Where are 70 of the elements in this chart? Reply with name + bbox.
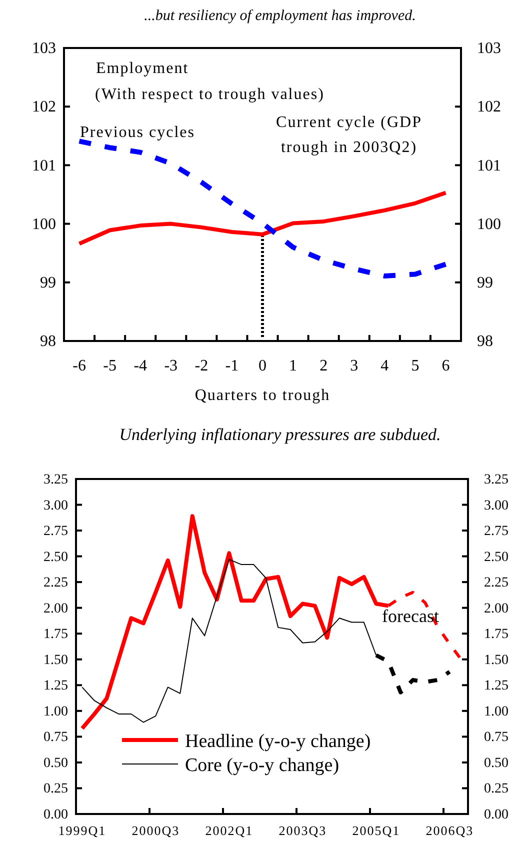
x-tick-label: -1 <box>225 357 239 374</box>
y-tick-label: 98 <box>40 333 56 350</box>
y2-tick-label: 98 <box>477 333 493 350</box>
y2-tick-label: 103 <box>477 40 501 58</box>
y2-tick-label: 3.25 <box>484 472 508 488</box>
x-tick-label: 2002Q1 <box>205 823 254 838</box>
annotation: (With respect to trough values) <box>95 86 324 103</box>
y-tick-label: 0.75 <box>44 730 68 746</box>
y-tick-label: 3.25 <box>44 472 68 488</box>
y2-tick-label: 0.50 <box>484 756 508 771</box>
y2-tick-label: 2.25 <box>484 576 508 591</box>
y-tick-label: 0.00 <box>44 807 68 822</box>
x-tick-label: 5 <box>411 357 420 374</box>
x-tick-label: 6 <box>442 357 450 374</box>
y2-tick-label: 101 <box>477 157 501 174</box>
y2-tick-label: 0.75 <box>484 730 508 746</box>
y-tick-label: 3.00 <box>44 498 68 514</box>
x-tick-label: -2 <box>194 357 208 374</box>
legend-label: Headline (y-o-y change) <box>185 731 371 752</box>
x-tick-label: 1999Q1 <box>58 823 106 838</box>
y2-tick-label: 2.50 <box>484 550 508 565</box>
line-series <box>77 190 448 246</box>
x-tick-label: -3 <box>164 357 178 374</box>
y-tick-label: 2.00 <box>44 601 68 616</box>
x-tick-label: -6 <box>72 357 86 374</box>
x-tick-label: -4 <box>134 357 148 374</box>
annotation: forecast <box>382 606 439 626</box>
y-tick-label: 1.50 <box>44 652 68 668</box>
y2-tick-label: 3.00 <box>484 498 508 514</box>
y2-tick-label: 100 <box>477 216 501 233</box>
y2-tick-label: 102 <box>477 98 501 116</box>
y2-tick-label: 1.00 <box>484 704 508 720</box>
y2-tick-label: 2.75 <box>484 524 508 540</box>
series-label: Previous cycles <box>80 124 195 141</box>
x-tick-label: 2003Q3 <box>278 823 327 838</box>
y-tick-label: 1.00 <box>44 704 68 720</box>
y-tick-label: 1.25 <box>44 678 68 694</box>
x-tick-label: 2006Q3 <box>426 823 474 838</box>
y-tick-label: 99 <box>40 274 56 292</box>
x-tick-label: 0 <box>258 357 266 374</box>
x-tick-label: 2000Q3 <box>132 823 180 838</box>
y2-tick-label: 1.75 <box>484 627 508 642</box>
x-tick-label: 2 <box>320 357 328 374</box>
annotation: Employment <box>96 60 189 77</box>
legend-label: Core (y-o-y change) <box>185 755 340 776</box>
x-tick-label: 3 <box>350 357 358 374</box>
y-tick-label: 2.50 <box>44 550 68 565</box>
text: Current cycle (GDP trough in 2003Q2) <box>276 114 422 156</box>
y-tick-label: 102 <box>32 98 56 116</box>
y2-tick-label: 2.00 <box>484 601 508 616</box>
y-tick-label: 0.25 <box>44 782 68 797</box>
x-tick-label: 4 <box>380 357 389 374</box>
x-tick-label: -5 <box>103 357 116 374</box>
y-tick-label: 2.75 <box>44 524 68 540</box>
y2-tick-label: 1.25 <box>484 678 508 694</box>
x-axis-title: Quarters to trough <box>194 387 330 404</box>
y2-tick-label: 0.25 <box>484 782 508 797</box>
y-tick-label: 0.50 <box>44 756 68 771</box>
chart-title: ...but resiliency of employment has improved. <box>144 8 416 24</box>
y2-tick-label: 0.00 <box>484 807 508 822</box>
y-tick-label: 2.25 <box>44 576 68 591</box>
y-tick-label: 1.75 <box>44 627 68 642</box>
chart-title: Underlying inflationary pressures are subdued. <box>119 425 441 444</box>
y-tick-label: 103 <box>32 40 56 58</box>
x-tick-label: 2005Q1 <box>352 823 400 838</box>
y-tick-label: 101 <box>32 157 56 174</box>
y-tick-label: 100 <box>32 216 56 233</box>
x-tick-label: 1 <box>289 357 298 374</box>
y2-tick-label: 1.50 <box>484 652 508 668</box>
y2-tick-label: 99 <box>477 274 493 292</box>
